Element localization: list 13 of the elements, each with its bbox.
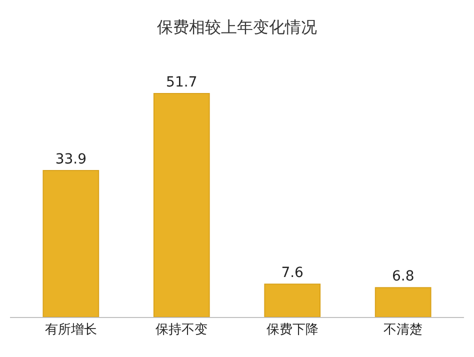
data-label: 51.7: [166, 74, 198, 91]
bar: [153, 93, 210, 317]
bar: [42, 170, 100, 317]
bar: [374, 287, 432, 317]
data-label: 33.9: [55, 151, 86, 168]
data-label: 7.6: [281, 265, 304, 282]
bar: [264, 284, 321, 317]
x-tick-label: 有所增长: [44, 322, 97, 338]
x-tick-label: 保持不变: [156, 322, 208, 338]
chart-title: 保费相较上年变化情况: [157, 18, 317, 37]
x-tick-label: 保费下降: [266, 322, 318, 338]
data-label: 6.8: [392, 268, 414, 285]
x-tick-label: 不清楚: [384, 322, 423, 338]
